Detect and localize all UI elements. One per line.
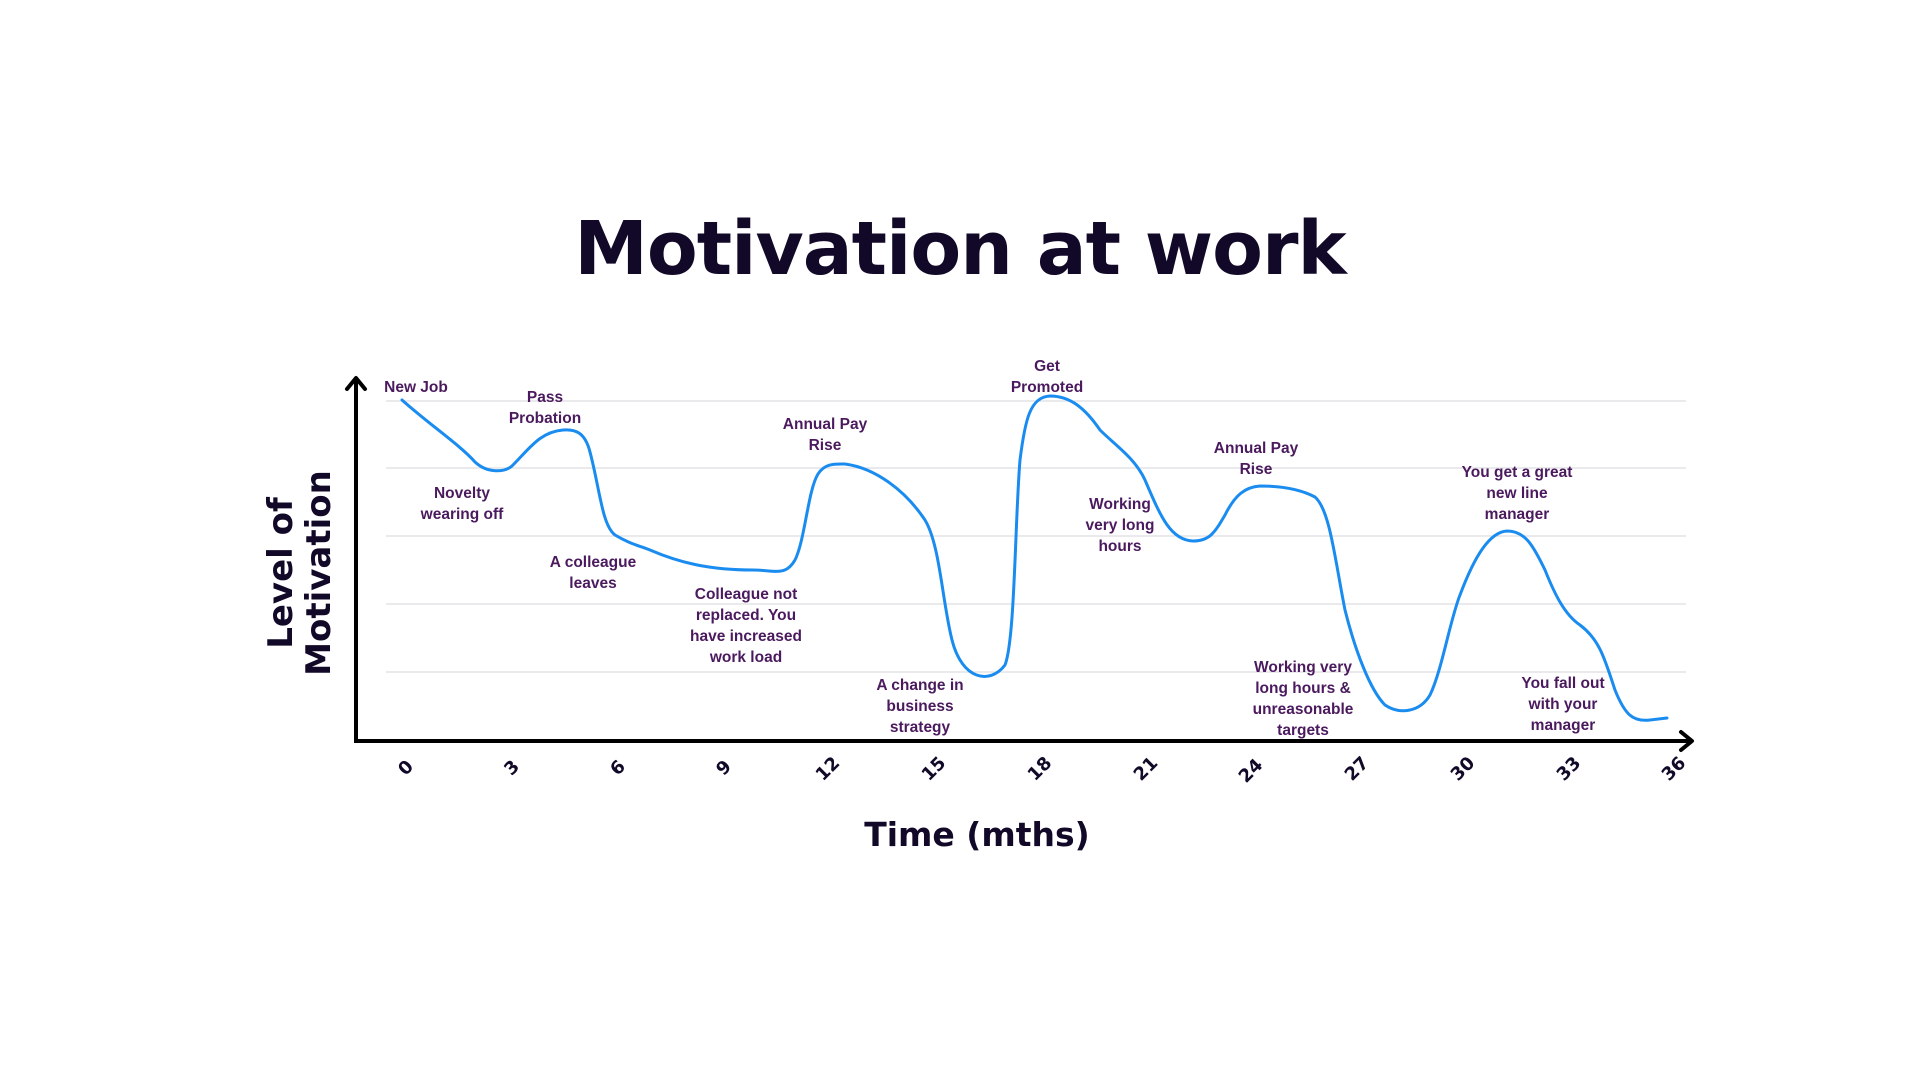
annotation-working-long-hours-targets: Working very long hours & unreasonable t… [1252,659,1354,739]
annotation-annual-pay-rise-1: Annual Pay Rise [782,416,868,454]
motivation-line [400,394,1669,722]
annotation-colleague-leaves: A colleague leaves [549,554,637,592]
chart-title: Motivation at work [574,206,1346,292]
y-axis-label: Level of Motivation [261,470,339,676]
x-axis-arrow-icon [1679,730,1694,752]
annotation-fall-out-with-manager: You fall out with your manager [1521,675,1605,734]
x-axis [354,730,1694,752]
annotation-colleague-not-replaced: Colleague not replaced. You have increas… [689,586,803,666]
annotation-novelty-wearing-off: Novelty wearing off [420,485,504,523]
annotation-get-promoted: Get Promoted [1010,358,1084,396]
annotation-pass-probation: Pass Probation [508,389,582,427]
gridlines [386,400,1686,673]
annotation-working-long-hours: Working very long hours [1085,496,1155,555]
annotation-new-job: New Job [384,379,448,396]
y-axis-arrow-icon [345,376,367,391]
x-axis-label: Time (mths) [864,815,1090,854]
annotation-annual-pay-rise-2: Annual Pay Rise [1213,440,1299,478]
annotation-new-line-manager: You get a great new line manager [1461,464,1573,523]
y-axis [345,376,367,742]
annotation-change-in-business-strategy: A change in business strategy [876,677,964,736]
